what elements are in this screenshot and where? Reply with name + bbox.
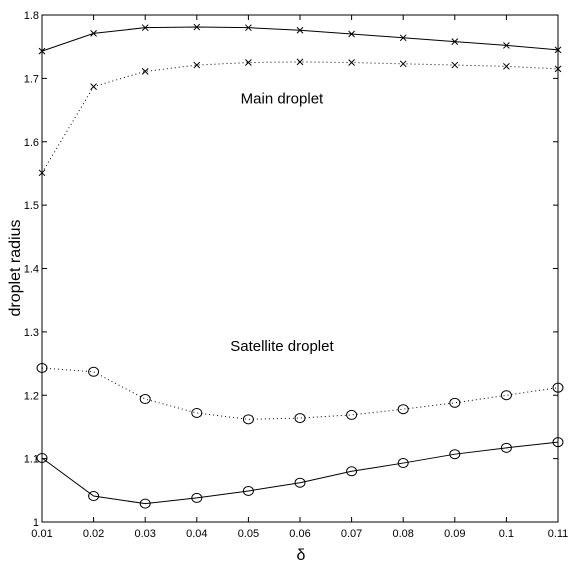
series-1-point bbox=[451, 61, 459, 69]
y-tick-label: 1.7 bbox=[24, 73, 39, 85]
series-2-point bbox=[36, 362, 48, 373]
y-tick-label: 1 bbox=[33, 517, 39, 529]
point-stroke bbox=[399, 60, 407, 68]
point-stroke bbox=[141, 24, 149, 32]
x-tick-label: 0.08 bbox=[392, 528, 413, 540]
series-2-point bbox=[552, 382, 564, 393]
annotations: Main droplet Satellite droplet bbox=[230, 91, 334, 355]
y-tick-label: 1.5 bbox=[24, 200, 39, 212]
series-0-point bbox=[245, 24, 252, 32]
point-stroke bbox=[296, 26, 304, 34]
x-tick-label: 0.04 bbox=[186, 528, 207, 540]
series-1-point bbox=[245, 59, 252, 66]
series-1-point bbox=[399, 60, 407, 68]
x-axis-label: δ bbox=[297, 547, 306, 564]
point-stroke bbox=[193, 23, 201, 31]
series-2-point bbox=[397, 404, 409, 415]
point-stroke bbox=[451, 61, 459, 69]
series-1-point bbox=[348, 59, 355, 66]
series-1-point bbox=[193, 61, 201, 69]
series-3-point bbox=[191, 492, 203, 503]
series-1-point bbox=[554, 65, 562, 73]
series-1-point bbox=[90, 83, 97, 90]
axis-ticks: 0.01 0.02 0.03 0.04 0.05 0.06 0.07 0.08 0.09 0.1 0… bbox=[24, 10, 569, 540]
series-3-point bbox=[397, 458, 409, 469]
series-2-line bbox=[41, 367, 559, 420]
series-2-point bbox=[294, 413, 306, 424]
point-stroke bbox=[141, 68, 149, 75]
series-0-point bbox=[399, 34, 407, 42]
y-tick-label: 1.2 bbox=[24, 390, 39, 402]
series-0-point bbox=[141, 24, 149, 32]
point-stroke bbox=[38, 47, 46, 55]
point-stroke bbox=[399, 34, 407, 42]
series-2-point bbox=[242, 414, 254, 425]
series-1-point bbox=[141, 68, 149, 75]
series-3-point bbox=[88, 491, 100, 502]
series-2-point bbox=[139, 394, 151, 405]
series-0-point bbox=[503, 42, 510, 49]
point-stroke bbox=[503, 42, 510, 49]
y-tick-label: 1.1 bbox=[24, 454, 39, 466]
series-2-point bbox=[191, 407, 203, 418]
point-stroke bbox=[451, 38, 459, 45]
series-1-point bbox=[503, 62, 510, 70]
plot-area bbox=[41, 14, 559, 523]
series-3-point bbox=[242, 485, 254, 496]
x-tick-label: 0.05 bbox=[238, 528, 259, 540]
x-tick-label: 0.07 bbox=[341, 528, 362, 540]
x-tick-label: 0.03 bbox=[134, 528, 155, 540]
point-stroke bbox=[503, 62, 510, 70]
series-2-point bbox=[346, 409, 358, 420]
x-tick-label: 0.09 bbox=[444, 528, 465, 540]
point-stroke bbox=[38, 169, 46, 177]
series-3-point bbox=[552, 437, 564, 448]
point-stroke bbox=[554, 65, 562, 73]
annotation-label: Satellite droplet bbox=[230, 338, 334, 355]
series-2-point bbox=[88, 366, 100, 377]
series-2-point bbox=[500, 390, 512, 401]
x-tick-label: 0.01 bbox=[31, 528, 52, 540]
series-1-point bbox=[296, 58, 304, 66]
y-tick-label: 1.3 bbox=[24, 327, 39, 339]
point-stroke bbox=[90, 83, 97, 90]
series-0-point bbox=[193, 23, 201, 31]
series-0-point bbox=[451, 38, 459, 45]
point-stroke bbox=[90, 30, 97, 37]
x-tick-label: 0.1 bbox=[499, 528, 514, 540]
y-axis-label: droplet radius bbox=[7, 220, 24, 317]
point-stroke bbox=[245, 59, 252, 66]
point-stroke bbox=[245, 24, 252, 32]
point-stroke bbox=[348, 30, 355, 38]
series-3-line bbox=[41, 441, 559, 505]
series-3-point bbox=[139, 498, 151, 509]
x-tick-label: 0.11 bbox=[548, 528, 569, 540]
x-tick-label: 0.06 bbox=[289, 528, 310, 540]
series-3-point bbox=[449, 449, 461, 460]
point-stroke bbox=[554, 46, 562, 54]
y-tick-label: 1.8 bbox=[24, 10, 39, 22]
series-2-point bbox=[449, 397, 461, 408]
series-0-point bbox=[90, 30, 97, 37]
annotation-label: Main droplet bbox=[241, 91, 324, 108]
series-1-line bbox=[41, 61, 559, 174]
series-0-point bbox=[348, 30, 355, 38]
y-tick-label: 1.4 bbox=[24, 264, 39, 276]
x-tick-label: 0.02 bbox=[83, 528, 104, 540]
series-3-point bbox=[500, 442, 512, 453]
point-stroke bbox=[296, 58, 304, 66]
series-0-point bbox=[554, 46, 562, 54]
point-stroke bbox=[348, 59, 355, 66]
series-0-point bbox=[296, 26, 304, 34]
series-0-point bbox=[38, 47, 46, 55]
series-3-point bbox=[294, 477, 306, 488]
series-group bbox=[36, 23, 564, 509]
series-3-point bbox=[346, 466, 358, 477]
series-1-point bbox=[38, 169, 46, 177]
y-tick-label: 1.6 bbox=[24, 137, 39, 149]
series-3-point bbox=[36, 452, 48, 463]
point-stroke bbox=[193, 61, 201, 69]
